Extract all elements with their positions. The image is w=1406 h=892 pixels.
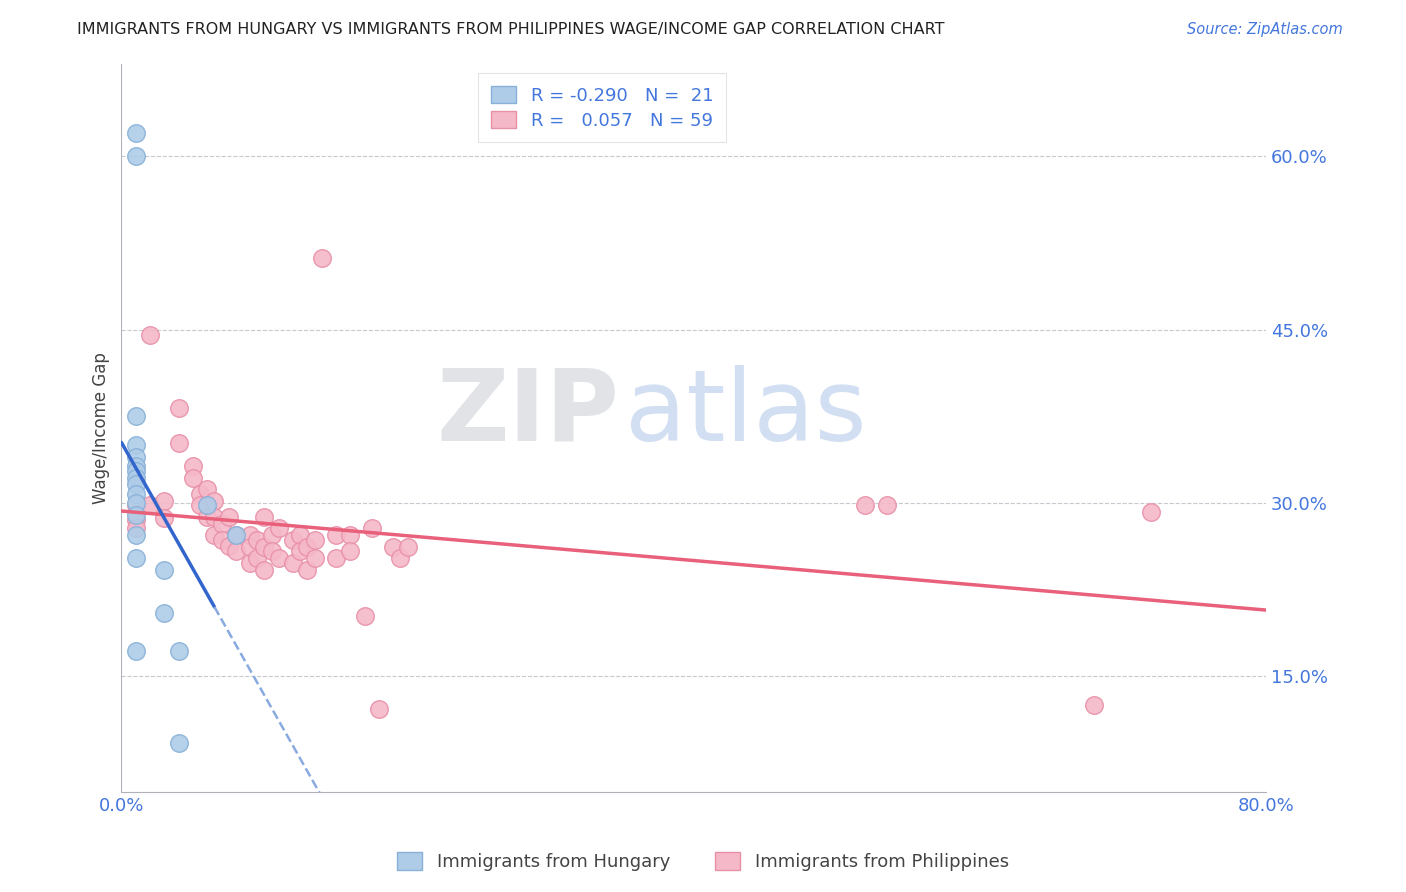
Point [181, 470, 204, 484]
Point [125, 464, 148, 478]
Point [239, 556, 262, 570]
Point [167, 644, 190, 658]
Point [125, 513, 148, 527]
Point [1083, 698, 1105, 712]
Text: Source: ZipAtlas.com: Source: ZipAtlas.com [1187, 22, 1343, 37]
Point [367, 701, 389, 715]
Point [125, 409, 148, 424]
Point [139, 498, 162, 512]
Point [153, 563, 176, 577]
Point [125, 551, 148, 566]
Point [125, 438, 148, 452]
Point [125, 521, 148, 535]
Point [253, 509, 276, 524]
Point [195, 482, 218, 496]
Point [125, 450, 148, 464]
Point [239, 540, 262, 554]
Point [396, 540, 419, 554]
Point [253, 540, 276, 554]
Point [218, 539, 240, 553]
Point [325, 551, 347, 566]
Point [153, 493, 176, 508]
Point [125, 470, 148, 484]
Point [382, 540, 405, 554]
Point [290, 528, 312, 542]
Point [389, 551, 412, 566]
Point [339, 528, 361, 542]
Point [360, 521, 382, 535]
Point [125, 528, 148, 542]
Point [225, 544, 247, 558]
Point [218, 509, 240, 524]
Point [167, 736, 190, 750]
Point [139, 328, 162, 343]
Text: ZIP: ZIP [436, 365, 619, 462]
Point [339, 544, 361, 558]
Legend: R = -0.290   N =  21, R =   0.057   N = 59: R = -0.290 N = 21, R = 0.057 N = 59 [478, 73, 725, 143]
Point [281, 556, 304, 570]
Point [125, 486, 148, 500]
Point [311, 251, 333, 265]
Point [204, 528, 226, 542]
Point [1140, 505, 1163, 519]
Point [211, 516, 233, 531]
Point [267, 551, 290, 566]
Point [125, 496, 148, 510]
Point [181, 458, 204, 473]
Point [253, 563, 276, 577]
Point [353, 609, 375, 624]
Point [281, 533, 304, 547]
Point [195, 509, 218, 524]
Point [125, 644, 148, 658]
Point [211, 533, 233, 547]
Point [125, 477, 148, 491]
Text: atlas: atlas [624, 365, 866, 462]
Point [125, 498, 148, 512]
Point [304, 533, 326, 547]
Point [188, 486, 211, 500]
Point [325, 528, 347, 542]
Point [125, 508, 148, 522]
Point [125, 458, 148, 473]
Point [290, 544, 312, 558]
Point [260, 544, 283, 558]
Point [188, 498, 211, 512]
Point [853, 498, 876, 512]
Point [267, 521, 290, 535]
Y-axis label: Wage/Income Gap: Wage/Income Gap [93, 352, 110, 504]
Point [195, 498, 218, 512]
Point [239, 528, 262, 542]
Point [260, 528, 283, 542]
Point [246, 533, 269, 547]
Point [167, 436, 190, 450]
Point [125, 149, 148, 163]
Point [153, 606, 176, 620]
Point [167, 401, 190, 416]
Legend: Immigrants from Hungary, Immigrants from Philippines: Immigrants from Hungary, Immigrants from… [389, 846, 1017, 879]
Point [153, 511, 176, 525]
Text: IMMIGRANTS FROM HUNGARY VS IMMIGRANTS FROM PHILIPPINES WAGE/INCOME GAP CORRELATI: IMMIGRANTS FROM HUNGARY VS IMMIGRANTS FR… [77, 22, 945, 37]
Point [297, 540, 319, 554]
Point [876, 498, 898, 512]
Point [204, 493, 226, 508]
Point [246, 551, 269, 566]
Point [225, 528, 247, 542]
Point [125, 127, 148, 141]
Point [225, 528, 247, 542]
Point [297, 563, 319, 577]
Point [204, 509, 226, 524]
Point [304, 551, 326, 566]
